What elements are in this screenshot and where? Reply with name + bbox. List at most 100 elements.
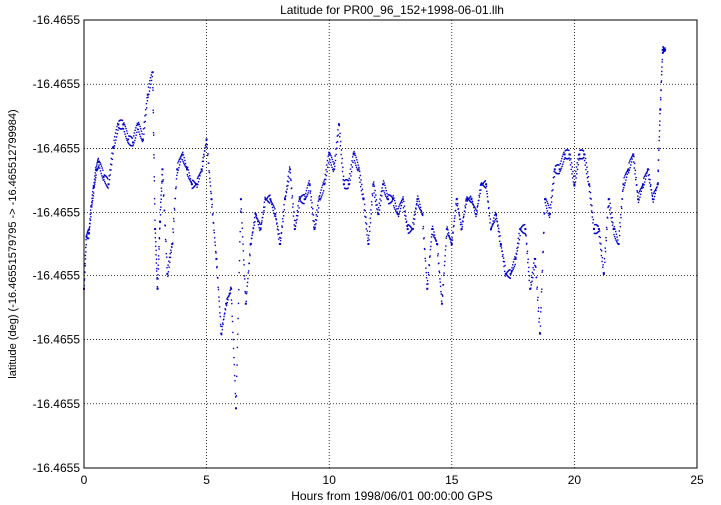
data-point [572, 181, 575, 183]
data-point [141, 133, 143, 135]
data-point [344, 179, 347, 181]
data-point [255, 214, 258, 217]
data-point [191, 179, 194, 182]
data-point [659, 97, 662, 99]
data-point [285, 191, 288, 194]
data-point [570, 162, 573, 164]
data-point [233, 374, 236, 377]
data-point [294, 225, 297, 228]
data-point [649, 182, 651, 184]
data-point [213, 231, 216, 234]
data-point [390, 201, 392, 204]
data-point [585, 168, 587, 171]
data-point [659, 112, 661, 115]
data-point [534, 264, 536, 267]
data-point [332, 161, 334, 163]
data-point [398, 213, 400, 215]
data-point [556, 164, 558, 166]
data-point [378, 202, 380, 204]
data-point [252, 227, 255, 230]
data-point [297, 211, 300, 213]
data-point [102, 175, 105, 178]
data-point [624, 175, 626, 177]
data-point [571, 166, 573, 168]
data-point [412, 218, 415, 220]
data-point [653, 195, 656, 198]
data-point [289, 172, 292, 174]
data-point [424, 257, 426, 260]
data-point [243, 275, 246, 277]
data-point [603, 272, 605, 274]
data-point [445, 237, 447, 239]
data-point [257, 223, 260, 226]
data-point [97, 157, 100, 160]
data-point [638, 192, 640, 194]
data-point [470, 195, 472, 198]
data-point [572, 170, 574, 173]
data-point [145, 102, 148, 105]
data-point [334, 159, 337, 162]
data-point [349, 179, 351, 181]
data-point [345, 179, 348, 181]
data-point [92, 187, 94, 190]
data-point [142, 139, 144, 142]
data-point [281, 226, 283, 228]
data-point [619, 213, 622, 216]
data-point [106, 186, 109, 188]
data-point [580, 149, 583, 151]
data-point [266, 200, 269, 202]
data-point [206, 146, 208, 149]
data-point [218, 296, 220, 298]
data-point [238, 259, 241, 262]
data-point [528, 279, 530, 282]
data-point [157, 268, 160, 270]
data-point [108, 178, 111, 181]
data-point [543, 198, 546, 201]
data-point [610, 211, 613, 214]
data-point [272, 209, 274, 212]
data-point [484, 180, 487, 182]
data-point [94, 172, 96, 174]
data-point [348, 177, 350, 180]
data-point [305, 197, 307, 199]
data-point [116, 132, 118, 135]
data-point [474, 212, 476, 215]
data-point [604, 250, 607, 253]
data-point [557, 164, 559, 166]
data-point [592, 218, 595, 221]
data-point [296, 218, 298, 221]
data-point [607, 206, 609, 209]
data-point [239, 230, 241, 233]
data-point [334, 155, 336, 157]
data-point [391, 197, 394, 199]
data-point [342, 183, 345, 186]
data-point [182, 154, 185, 156]
data-point [208, 162, 210, 164]
data-point [319, 194, 321, 197]
data-point [500, 247, 503, 249]
data-point [341, 170, 344, 173]
data-point [292, 203, 294, 205]
data-point [232, 331, 234, 334]
data-point [214, 244, 217, 247]
data-point [468, 197, 471, 199]
data-point [121, 119, 123, 121]
data-point [122, 128, 125, 130]
data-point [589, 197, 591, 199]
data-point [193, 180, 195, 183]
data-point [246, 291, 248, 293]
data-point [600, 243, 602, 245]
data-point [485, 187, 487, 189]
data-point [286, 185, 288, 187]
data-point [591, 205, 593, 207]
data-point [92, 197, 94, 200]
data-point [590, 204, 592, 206]
data-point [319, 192, 322, 194]
data-point [232, 347, 235, 350]
data-point [91, 202, 93, 204]
x-axis-label: Hours from 1998/06/01 00:00:00 GPS [291, 489, 492, 503]
data-point [595, 232, 598, 234]
data-point [109, 163, 112, 165]
data-point [316, 204, 319, 207]
data-point [516, 247, 518, 249]
